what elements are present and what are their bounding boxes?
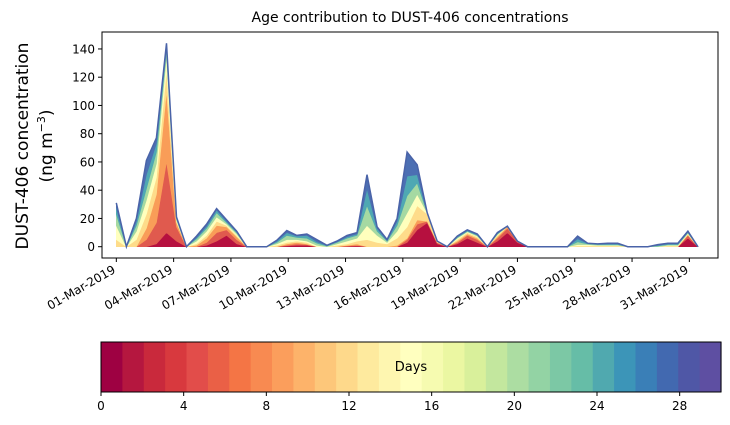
colorbar-segment [656, 342, 679, 392]
colorbar-segment [443, 342, 466, 392]
colorbar-segment [101, 342, 123, 392]
colorbar-segment [186, 342, 209, 392]
colorbar-ticks: 0 4 8 12 16 20 24 28 [97, 392, 687, 413]
y-tick-label: 40 [80, 184, 95, 198]
colorbar-segment [314, 342, 337, 392]
colorbar-segment [464, 342, 487, 392]
colorbar-tick-label: 12 [341, 399, 356, 413]
colorbar-segment [272, 342, 295, 392]
colorbar-segment [421, 342, 444, 392]
y-tick-label: 60 [80, 155, 95, 169]
colorbar-segment [507, 342, 530, 392]
colorbar-segment [592, 342, 615, 392]
total-concentration-line [115, 43, 699, 250]
colorbar-segment [678, 342, 701, 392]
y-axis-label-line1: DUST-406 concentration [13, 43, 33, 250]
colorbar-segment [229, 342, 252, 392]
colorbar-frame [100, 341, 722, 393]
colorbar-segment [485, 342, 508, 392]
colorbar-tick-label: 4 [180, 399, 188, 413]
y-axis-ticks: 0 20 40 60 80 100 120 140 [72, 42, 102, 254]
colorbar-segment [571, 342, 594, 392]
y-tick-label: 0 [87, 240, 95, 254]
colorbar-label: Days [395, 360, 428, 375]
y-tick-label: 120 [72, 71, 95, 85]
x-axis-ticks: 01-Mar-201904-Mar-201907-Mar-201910-Mar-… [45, 258, 691, 313]
colorbar [101, 342, 722, 392]
colorbar-segment [614, 342, 637, 392]
colorbar-segment [165, 342, 188, 392]
colorbar-tick-label: 16 [424, 399, 439, 413]
colorbar-tick-label: 20 [507, 399, 522, 413]
colorbar-segment [143, 342, 166, 392]
colorbar-segment [699, 342, 722, 392]
plot-frame [101, 31, 719, 259]
colorbar-segment [549, 342, 572, 392]
chart-title: Age contribution to DUST-406 concentrati… [252, 10, 569, 26]
colorbar-segment [122, 342, 145, 392]
y-axis-label-line2: (ng m−3) [35, 109, 57, 182]
plot-area [115, 43, 699, 250]
colorbar-segment [336, 342, 359, 392]
colorbar-segment [400, 342, 423, 392]
y-tick-label: 80 [80, 127, 95, 141]
y-axis-label: DUST-406 concentration (ng m−3) [13, 43, 57, 250]
y-tick-label: 20 [80, 212, 95, 226]
colorbar-tick-label: 24 [589, 399, 604, 413]
colorbar-tick-label: 28 [672, 399, 687, 413]
colorbar-segment [357, 342, 380, 392]
colorbar-tick-label: 8 [263, 399, 271, 413]
colorbar-segment [635, 342, 658, 392]
colorbar-tick-label: 0 [97, 399, 105, 413]
colorbar-segment [250, 342, 273, 392]
colorbar-segment [293, 342, 316, 392]
colorbar-segment [207, 342, 230, 392]
y-tick-label: 140 [72, 42, 95, 56]
y-tick-label: 100 [72, 99, 95, 113]
colorbar-segment [378, 342, 401, 392]
colorbar-segment [528, 342, 551, 392]
